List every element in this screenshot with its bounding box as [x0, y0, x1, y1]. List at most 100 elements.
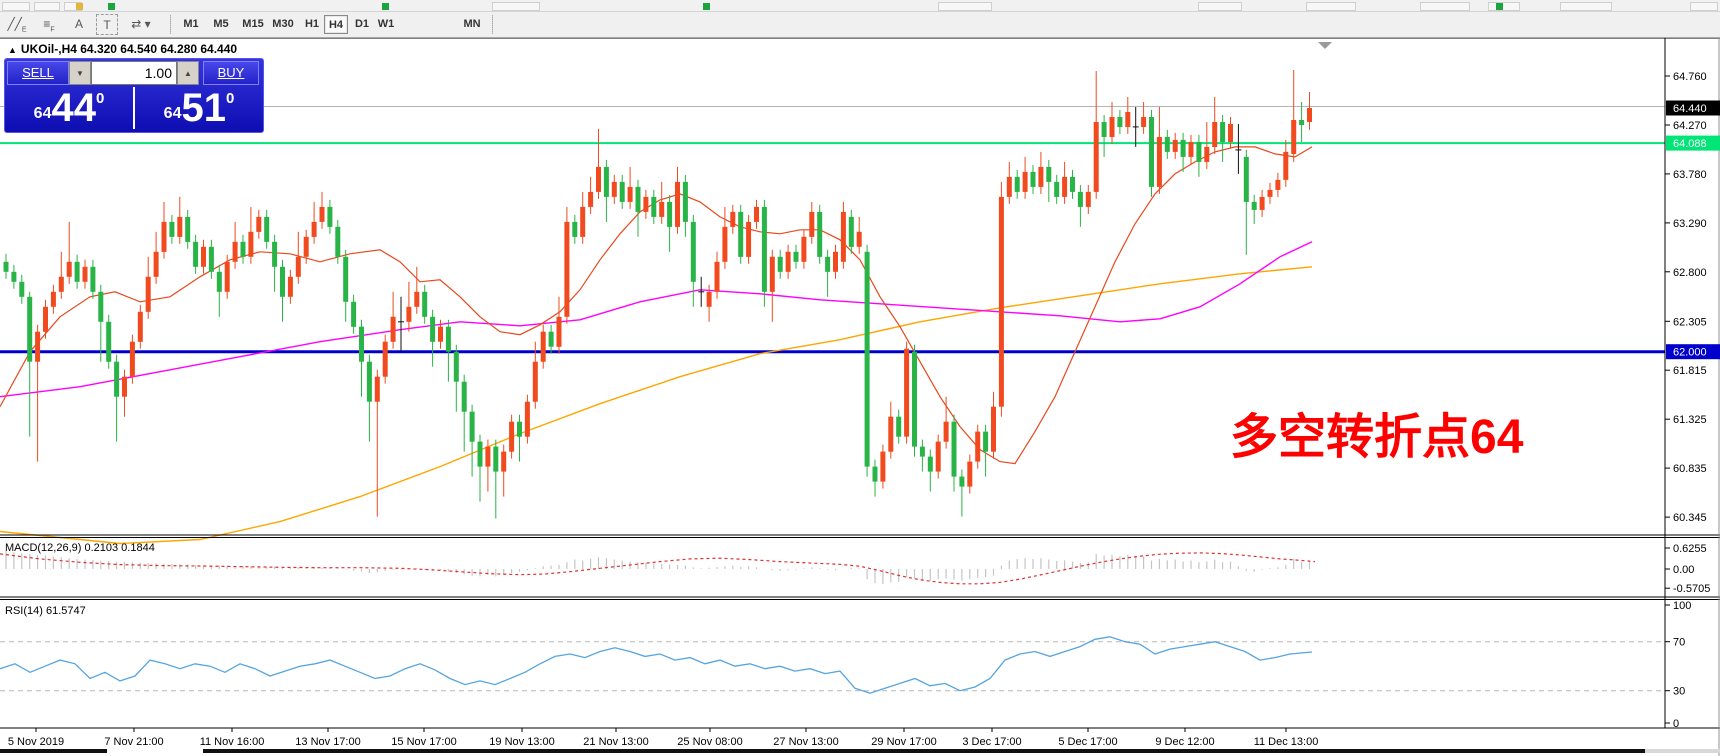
- time-axis-label[interactable]: 7 Nov 21:00: [104, 736, 163, 748]
- price-axis-label[interactable]: 64.270: [1673, 120, 1707, 132]
- candle-body: [438, 326, 443, 342]
- time-axis-label[interactable]: 11 Nov 16:00: [200, 736, 265, 748]
- timeframe-button-h4[interactable]: H4: [324, 15, 348, 34]
- rsi-axis-label[interactable]: 100: [1673, 600, 1691, 612]
- candle-body: [959, 476, 965, 487]
- fibonacci-icon[interactable]: ≡F: [43, 17, 55, 34]
- arrows-icon[interactable]: ⇄ ▾: [131, 17, 151, 31]
- collapse-triangle-icon[interactable]: ▲: [8, 45, 17, 55]
- time-axis-label[interactable]: 29 Nov 17:00: [871, 736, 936, 748]
- candle-body: [998, 196, 1004, 407]
- candle-body: [422, 291, 428, 317]
- time-axis-label[interactable]: 15 Nov 17:00: [391, 736, 456, 748]
- toolbar-ghost-button[interactable]: [492, 2, 540, 11]
- price-axis-label[interactable]: 60.345: [1673, 512, 1707, 524]
- price-axis-label[interactable]: 64.760: [1673, 71, 1707, 83]
- panel-divider: [133, 87, 135, 129]
- rsi-axis-label[interactable]: 70: [1673, 637, 1685, 649]
- candle-body: [675, 181, 680, 227]
- toolbar-color-icon[interactable]: [382, 3, 389, 10]
- timeframe-button-h1[interactable]: H1: [304, 18, 320, 30]
- price-badge-label: 62.000: [1673, 347, 1707, 359]
- volume-increase-button[interactable]: ▲: [177, 61, 199, 85]
- rsi-axis-label[interactable]: 0: [1673, 718, 1679, 730]
- bid-big-digits: 44: [51, 86, 96, 130]
- toolbar-color-icon[interactable]: [76, 3, 83, 10]
- ask-price-display[interactable]: 64 51 0: [137, 86, 261, 130]
- time-axis-label[interactable]: 3 Dec 17:00: [962, 736, 1021, 748]
- toolbar-color-icon[interactable]: [1496, 3, 1503, 10]
- volume-decrease-button[interactable]: ▼: [69, 61, 91, 85]
- candle-body: [1267, 189, 1273, 197]
- candle-body: [264, 216, 270, 242]
- equidistant-channel-icon[interactable]: ╱╱E: [7, 17, 27, 34]
- price-axis-label[interactable]: 63.290: [1673, 218, 1707, 230]
- volume-input[interactable]: [91, 61, 177, 85]
- time-axis-label[interactable]: 13 Nov 17:00: [295, 736, 360, 748]
- candle-body: [809, 211, 815, 237]
- scroll-marker-icon[interactable]: [1318, 42, 1332, 49]
- candle-body: [983, 431, 989, 452]
- toolbar-color-icon[interactable]: [108, 3, 115, 10]
- rsi-axis-label[interactable]: 30: [1673, 686, 1685, 698]
- price-axis-label[interactable]: 61.325: [1673, 414, 1707, 426]
- timeframe-button-m15[interactable]: M15: [242, 18, 264, 30]
- candle-body: [596, 166, 601, 192]
- candle-body: [1188, 141, 1194, 157]
- time-axis-label[interactable]: 5 Dec 17:00: [1058, 736, 1117, 748]
- macd-axis-label[interactable]: -0.5705: [1673, 583, 1710, 595]
- toolbar-ghost-button[interactable]: [1690, 2, 1718, 11]
- timeframe-button-mn[interactable]: MN: [463, 18, 481, 30]
- buy-button[interactable]: BUY: [203, 61, 259, 85]
- time-axis-label[interactable]: 25 Nov 08:00: [677, 736, 742, 748]
- bid-price-display[interactable]: 64 44 0: [7, 86, 131, 130]
- candle-body: [738, 211, 744, 257]
- candle-body: [129, 341, 135, 377]
- price-axis-label[interactable]: 60.835: [1673, 463, 1707, 475]
- toolbar-ghost-button[interactable]: [34, 2, 60, 11]
- text-icon[interactable]: A: [74, 17, 83, 31]
- candle-body: [137, 311, 143, 342]
- time-axis-label[interactable]: 11 Dec 13:00: [1254, 736, 1319, 748]
- price-axis-label[interactable]: 62.800: [1673, 267, 1707, 279]
- price-axis-label[interactable]: 62.305: [1673, 316, 1707, 328]
- candle-body: [493, 446, 499, 472]
- candle-body: [319, 206, 325, 222]
- price-axis-label[interactable]: 61.815: [1673, 365, 1707, 377]
- candle-body: [509, 421, 515, 452]
- rsi-line: [0, 636, 1313, 694]
- time-axis-label[interactable]: 21 Nov 13:00: [583, 736, 648, 748]
- text-label-icon[interactable]: T: [96, 14, 118, 35]
- toolbar-ghost-button[interactable]: [1420, 2, 1470, 11]
- candle-body: [848, 216, 854, 247]
- toolbar-ghost-button[interactable]: [2, 2, 30, 11]
- ask-pip-digit: 0: [225, 90, 235, 107]
- time-axis-label[interactable]: 27 Nov 13:00: [773, 736, 838, 748]
- toolbar-ghost-button[interactable]: [1560, 2, 1612, 11]
- candle-body: [98, 291, 104, 322]
- toolbar-ghost-button[interactable]: [938, 2, 992, 11]
- timeframe-button-m1[interactable]: M1: [183, 18, 199, 30]
- timeframe-button-w1[interactable]: W1: [377, 18, 395, 30]
- ask-prefix: 64: [163, 105, 182, 122]
- timeframe-button-m30[interactable]: M30: [272, 18, 294, 30]
- time-axis-label[interactable]: 9 Dec 12:00: [1155, 736, 1214, 748]
- one-click-trading-panel: SELL ▼ ▲ BUY 64 44 0 64 51 0: [4, 58, 264, 133]
- candle-body: [359, 326, 364, 362]
- toolbar-ghost-button[interactable]: [1198, 2, 1242, 11]
- price-axis-label[interactable]: 63.780: [1673, 169, 1707, 181]
- macd-axis-label[interactable]: 0.00: [1673, 564, 1694, 576]
- timeframe-button-m5[interactable]: M5: [213, 18, 229, 30]
- toolbar-color-icon[interactable]: [703, 3, 710, 10]
- sell-button[interactable]: SELL: [7, 61, 69, 85]
- timeframe-button-d1[interactable]: D1: [354, 18, 370, 30]
- time-axis-label[interactable]: 19 Nov 13:00: [489, 736, 554, 748]
- price-badge-label: 64.440: [1673, 103, 1707, 115]
- top-toolbar-partial: [0, 0, 1720, 12]
- toolbar-ghost-button[interactable]: [1488, 2, 1520, 11]
- bid-pip-digit: 0: [95, 90, 105, 107]
- toolbar-ghost-button[interactable]: [1306, 2, 1356, 11]
- time-axis-label[interactable]: 5 Nov 2019: [8, 736, 64, 748]
- macd-axis-label[interactable]: 0.6255: [1673, 543, 1707, 555]
